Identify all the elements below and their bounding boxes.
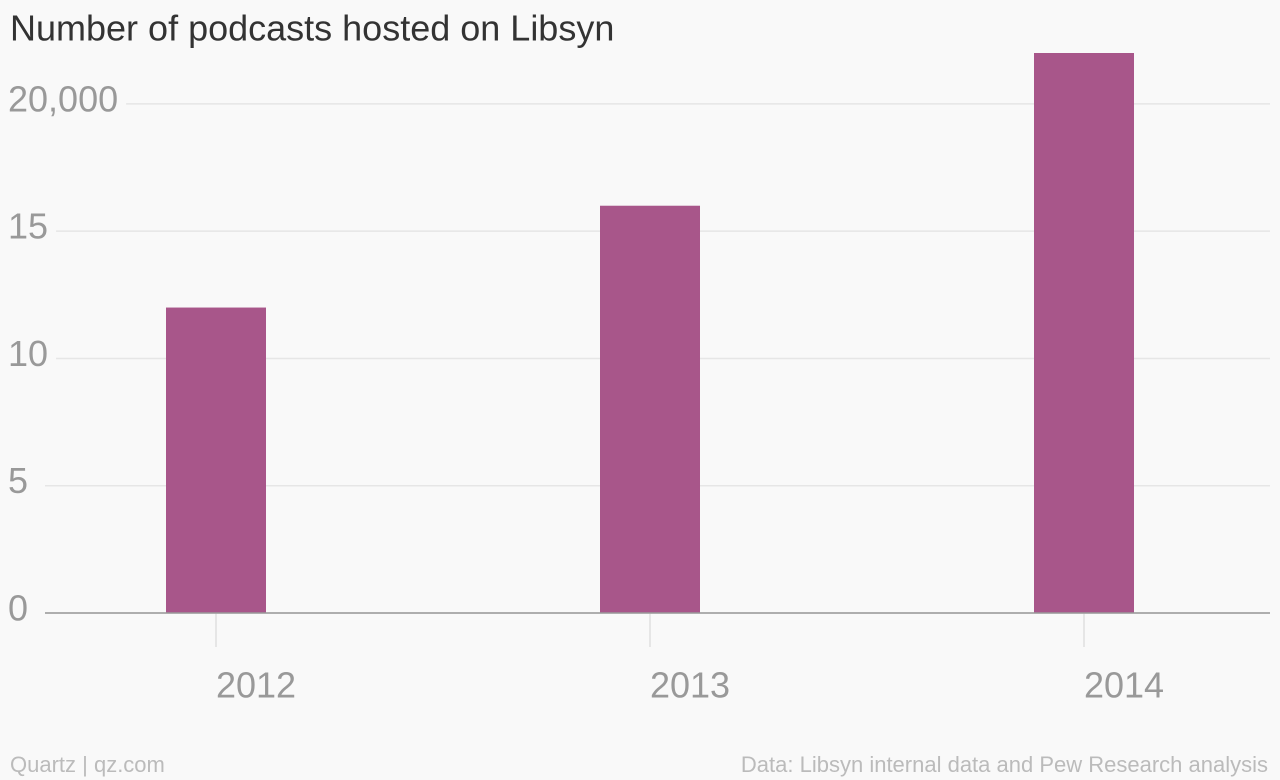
x-tick-label: 2014 <box>1084 665 1164 706</box>
bar <box>1034 53 1134 613</box>
x-tick-label: 2013 <box>650 665 730 706</box>
bar <box>600 205 700 613</box>
source: Data: Libsyn internal data and Pew Resea… <box>741 752 1268 777</box>
y-tick-label: 0 <box>8 588 28 629</box>
y-tick-label: 15 <box>8 206 48 247</box>
y-tick-label: 10 <box>8 333 48 374</box>
credit: Quartz | qz.com <box>10 752 165 777</box>
chart-title: Number of podcasts hosted on Libsyn <box>10 8 614 49</box>
x-tick-label: 2012 <box>216 665 296 706</box>
y-tick-label: 20,000 <box>8 78 118 119</box>
y-tick-label: 5 <box>8 460 28 501</box>
bar <box>166 307 266 613</box>
